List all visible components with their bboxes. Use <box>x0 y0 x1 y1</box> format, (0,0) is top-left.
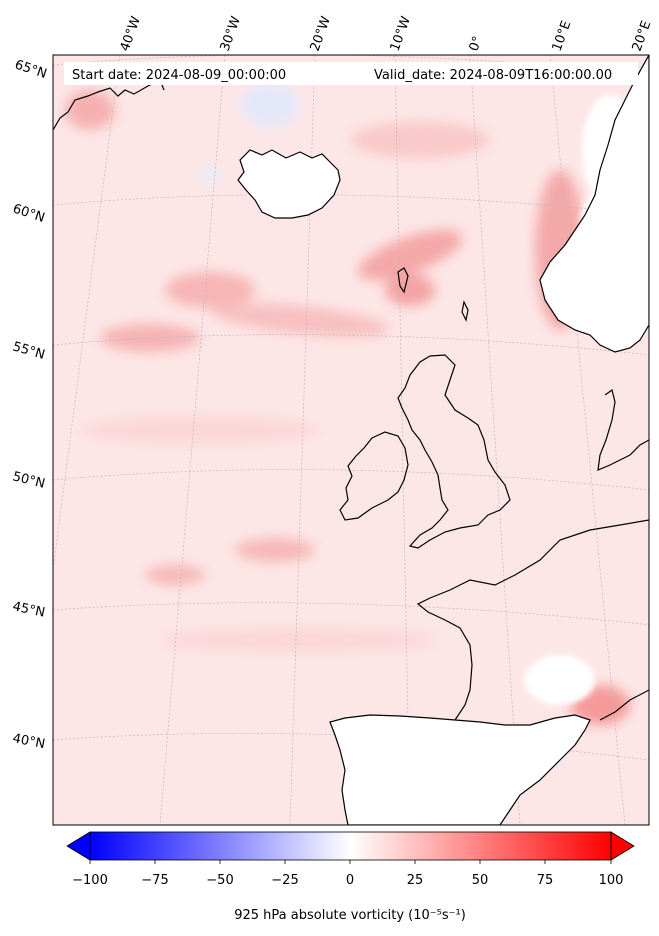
ireland-coast <box>339 431 409 521</box>
greenland-coast <box>53 79 165 131</box>
france-coast <box>416 519 649 721</box>
colorbar-tick-label: −25 <box>271 873 298 888</box>
colorbar-tick-label: 50 <box>472 873 489 888</box>
colorbar-tick-label: 25 <box>407 873 424 888</box>
lat-label-60n: 60°N <box>11 202 47 226</box>
valid-date-text: Valid_date: 2024-08-09T16:00:00.00 <box>374 68 612 83</box>
colorbar-tick-label: −50 <box>206 873 233 888</box>
colorbar-tick-label: −75 <box>141 873 168 888</box>
norway-coast <box>539 55 649 353</box>
colorbar-tick-label: 0 <box>346 873 354 888</box>
faroe-coast <box>397 267 409 294</box>
colorbar-ticks <box>89 860 612 864</box>
lon-label-20w: 20°W <box>308 14 334 53</box>
lon-label-40w: 40°W <box>118 14 144 53</box>
lon-label-0: 0° <box>467 34 486 53</box>
lat-label-50n: 50°N <box>11 469 46 491</box>
lon-label-10w: 10°W <box>388 14 414 53</box>
mediterranean-coast <box>599 689 649 721</box>
map-panel <box>53 55 649 825</box>
longitude-labels: 40°W 30°W 20°W 10°W 0° 10°E 20°E <box>118 14 655 53</box>
colorbar-right-extend <box>610 831 635 861</box>
colorbar-label: 925 hPa absolute vorticity (10⁻⁵s⁻¹) <box>234 908 466 923</box>
colorbar-tick-label: −100 <box>72 873 108 888</box>
lat-label-55n: 55°N <box>11 339 47 362</box>
colorbar-gradient <box>89 831 612 861</box>
header-bar <box>64 62 638 85</box>
lon-label-30w: 30°W <box>218 14 244 53</box>
colorbar: −100 −75 −50 −25 0 25 50 75 100 925 hPa … <box>66 831 635 923</box>
coastlines <box>53 55 649 825</box>
great-britain-coast <box>397 354 511 549</box>
lat-label-45n: 45°N <box>11 599 46 620</box>
colorbar-tick-label: 75 <box>537 873 554 888</box>
colorbar-left-extend <box>66 831 91 861</box>
latitude-labels: 65°N 60°N 55°N 50°N 45°N 40°N <box>11 58 49 753</box>
map-frame <box>52 54 650 826</box>
shetland-coast <box>461 300 469 322</box>
lon-label-10e: 10°E <box>550 19 575 54</box>
iberia-coast <box>329 714 591 825</box>
lon-label-20e: 20°E <box>630 19 655 54</box>
lat-label-40n: 40°N <box>11 731 46 752</box>
denmark-coast <box>597 388 649 471</box>
iceland-coast <box>237 149 341 219</box>
start-date-text: Start date: 2024-08-09_00:00:00 <box>72 68 286 83</box>
lat-label-65n: 65°N <box>13 58 49 82</box>
colorbar-tick-label: 100 <box>599 873 624 888</box>
